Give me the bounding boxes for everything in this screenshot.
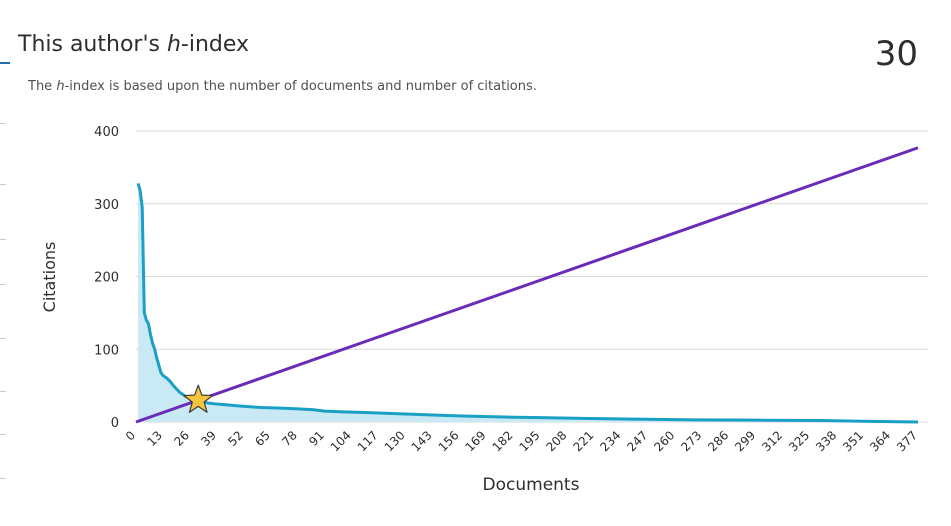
citations-line <box>136 182 919 424</box>
side-tick <box>0 284 6 285</box>
x-tick-label: 91 <box>306 428 327 449</box>
side-tick <box>0 434 6 435</box>
x-tick-label: 377 <box>894 428 920 454</box>
x-tick-label: 221 <box>570 428 596 454</box>
y-tick-label: 400 <box>94 125 119 140</box>
subtitle-h: h <box>56 79 65 94</box>
side-tick <box>0 478 6 479</box>
page-title: This author's h-index <box>18 32 249 57</box>
x-tick-label: 39 <box>198 428 219 449</box>
y-tick-label: 100 <box>94 343 119 358</box>
y-axis-label: Citations <box>40 242 59 313</box>
chart-subtitle: The h-index is based upon the number of … <box>28 79 537 94</box>
y-tick-label: 0 <box>111 416 119 431</box>
x-axis-label: Documents <box>483 475 580 495</box>
x-tick-label: 117 <box>355 428 381 454</box>
x-tick-label: 143 <box>409 428 435 454</box>
side-tick <box>0 239 6 240</box>
x-tick-label: 338 <box>813 428 839 454</box>
x-tick-label: 182 <box>490 428 516 454</box>
x-tick-label: 273 <box>678 428 704 454</box>
x-tick-label: 364 <box>867 428 893 454</box>
x-tick-label: 52 <box>225 428 246 449</box>
h-index-star-marker <box>183 384 214 413</box>
x-tick-label: 0 <box>123 428 138 443</box>
x-tick-label: 13 <box>144 428 165 449</box>
x-tick-label: 247 <box>624 428 650 454</box>
x-tick-label: 195 <box>517 428 543 454</box>
citations-area <box>138 183 918 422</box>
x-tick-label: 130 <box>382 428 408 454</box>
x-tick-labels: 0 13 26 39 52 65 78 91 104 117 130 143 156 169 182 195 2… <box>123 428 920 454</box>
series-layer <box>135 146 919 424</box>
x-tick-label: 104 <box>328 428 354 454</box>
x-tick-label: 260 <box>651 428 677 454</box>
x-tick-label: 208 <box>543 428 569 454</box>
x-tick-label: 299 <box>732 428 758 454</box>
x-tick-label: 312 <box>759 428 785 454</box>
x-tick-label: 325 <box>786 428 812 454</box>
x-tick-label: 234 <box>597 428 623 454</box>
y-tick-label: 300 <box>94 198 119 213</box>
side-tick <box>0 338 6 339</box>
h-index-value: 30 <box>874 34 918 74</box>
subtitle-suffix: -index is based upon the number of docum… <box>64 79 537 94</box>
title-suffix: -index <box>180 32 250 57</box>
grid-lines <box>136 130 928 423</box>
title-prefix: This author's <box>18 32 167 57</box>
x-tick-label: 26 <box>171 428 192 449</box>
title-h: h <box>166 32 181 57</box>
y-tick-labels: 0 100 200 300 400 <box>94 125 119 431</box>
y-tick-label: 200 <box>94 271 119 286</box>
side-marker <box>0 62 10 64</box>
h-index-line <box>135 146 919 424</box>
side-tick <box>0 123 6 124</box>
subtitle-prefix: The <box>28 79 57 94</box>
side-tick <box>0 184 6 185</box>
x-tick-label: 351 <box>840 428 866 454</box>
x-tick-label: 65 <box>252 428 273 449</box>
x-tick-label: 78 <box>279 428 300 449</box>
x-tick-label: 286 <box>705 428 731 454</box>
side-tick <box>0 391 6 392</box>
x-tick-label: 156 <box>436 428 462 454</box>
x-tick-label: 169 <box>463 428 489 454</box>
